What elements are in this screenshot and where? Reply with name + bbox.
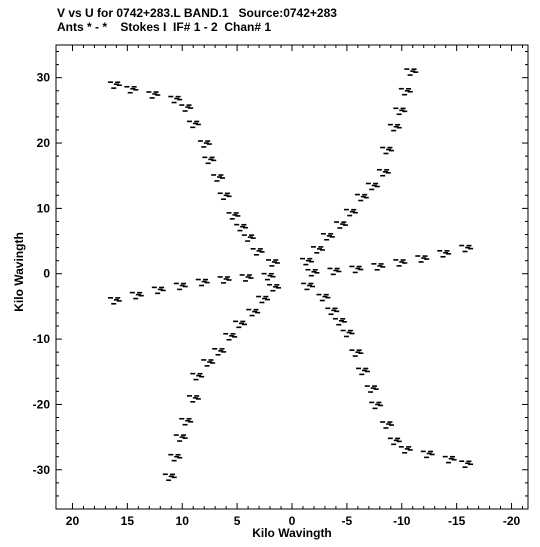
y-tick-label: 0: [43, 267, 50, 281]
axis-ticks: [56, 45, 528, 509]
x-axis-label: Kilo Wavingth: [252, 526, 332, 540]
x-tick-label: 10: [176, 514, 190, 528]
plot-frame: [55, 44, 529, 510]
x-tick-label: 15: [121, 514, 135, 528]
y-tick-label: -30: [33, 463, 51, 477]
x-tick-label: 5: [234, 514, 241, 528]
y-tick-label: 20: [37, 136, 51, 150]
y-tick-label: -10: [33, 332, 51, 346]
x-tick-label: 0: [289, 514, 296, 528]
data-marks: [107, 68, 474, 482]
x-tick-label: -5: [342, 514, 353, 528]
plot-subtitle: Ants * - * Stokes I IF# 1 - 2 Chan# 1: [57, 20, 272, 34]
axis-tick-labels: 20 15 10 5 0 -5 -10 -15 -20 30 20 10 0 -10 -20 -30: [33, 71, 521, 528]
plot-title: V vs U for 0742+283.L BAND.1 Source:0742…: [57, 6, 337, 20]
y-axis-label: Kilo Wavingth: [12, 232, 26, 312]
x-tick-label: -10: [393, 514, 411, 528]
y-tick-label: 10: [37, 201, 51, 215]
x-tick-label: 20: [66, 514, 80, 528]
x-tick-label: -15: [448, 514, 466, 528]
x-tick-label: -20: [503, 514, 521, 528]
y-tick-label: 30: [37, 71, 51, 85]
y-tick-label: -20: [33, 397, 51, 411]
